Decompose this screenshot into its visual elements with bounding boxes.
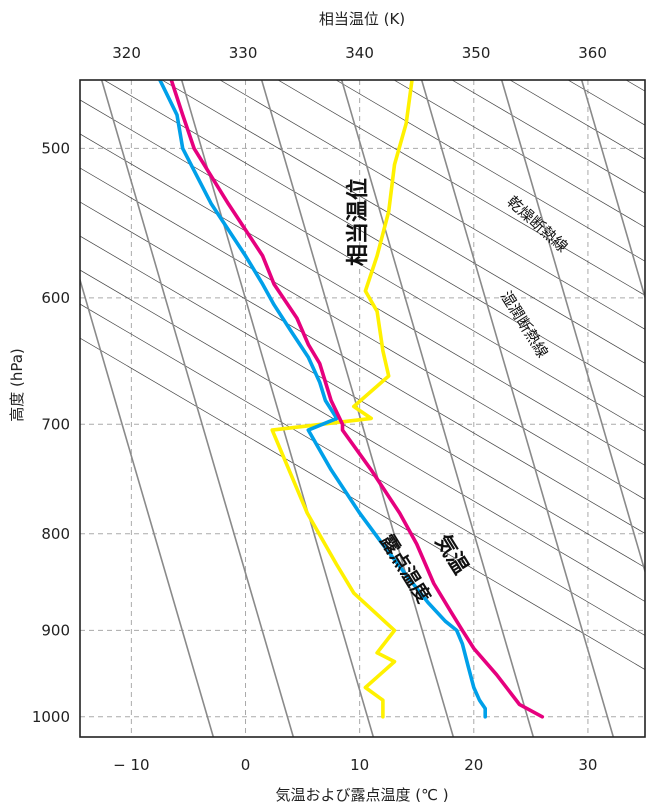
dry-adiabat-line-10 bbox=[219, 80, 645, 330]
plot-frame bbox=[79, 79, 646, 738]
moist-adiabat-line-1 bbox=[100, 80, 295, 737]
moist-adiabat-line-5 bbox=[420, 80, 615, 737]
x-bottom-tick-label-2: 10 bbox=[350, 756, 369, 774]
series-line-0 bbox=[169, 80, 545, 719]
dry-adiabat-line-4 bbox=[80, 201, 645, 534]
dry-adiabat-line-7 bbox=[80, 99, 645, 432]
y-tick-label-3: 800 bbox=[41, 525, 70, 543]
y-tick-label-1: 600 bbox=[41, 289, 70, 307]
dry-adiabat-line-13 bbox=[393, 80, 645, 228]
dry-adiabat-line-5 bbox=[80, 167, 645, 500]
dry-adiabat-line-1 bbox=[80, 303, 645, 636]
x-bottom-tick-label-4: 30 bbox=[578, 756, 597, 774]
x-bottom-tick-label-1: 0 bbox=[241, 756, 251, 774]
x-top-tick-label-4: 360 bbox=[578, 44, 607, 62]
x-bottom-tick-label-0: − 10 bbox=[113, 756, 149, 774]
x-bottom-tick-label-3: 20 bbox=[464, 756, 483, 774]
y-tick-label-5: 1000 bbox=[32, 708, 70, 726]
moist-adiabat-line-7 bbox=[580, 80, 645, 300]
x-top-tick-label-2: 340 bbox=[345, 44, 374, 62]
series-lines bbox=[158, 80, 545, 719]
dry-adiabat-line-2 bbox=[80, 269, 645, 602]
dry-adiabat-line-11 bbox=[277, 80, 645, 296]
adiabat-lines bbox=[80, 80, 645, 737]
dry-adiabat-line-0 bbox=[80, 337, 645, 670]
y-axis-title: 高度 (hPa) bbox=[8, 348, 26, 422]
moist-adiabat-line-6 bbox=[500, 80, 645, 575]
moist-adiabat-line-0 bbox=[80, 277, 215, 737]
y-tick-label-0: 500 bbox=[41, 139, 70, 157]
dry-adiabat-line-9 bbox=[161, 80, 645, 364]
dry-adiabat-line-14 bbox=[451, 80, 645, 194]
moist-adiabat-line-2 bbox=[180, 80, 375, 737]
x-top-tick-label-0: 320 bbox=[112, 44, 141, 62]
dry-adiabat-line-3 bbox=[80, 235, 645, 568]
x-top-tick-label-1: 330 bbox=[229, 44, 258, 62]
annotation-equivalent-potential-temperature: 相当温位 bbox=[345, 178, 371, 266]
dry-adiabat-line-6 bbox=[80, 133, 645, 466]
grid bbox=[80, 80, 645, 737]
series-line-2 bbox=[270, 80, 414, 719]
dry-adiabat-line-12 bbox=[335, 80, 645, 262]
tick-labels: − 10 0 10 20 30 320 330 340 350 360 500 600 700 800 90… bbox=[32, 44, 607, 774]
y-tick-label-4: 900 bbox=[41, 621, 70, 639]
y-tick-label-2: 700 bbox=[41, 415, 70, 433]
bottom-axis-title: 気温および露点温度 (℃ ) bbox=[275, 786, 448, 804]
moist-adiabat-line-4 bbox=[340, 80, 535, 737]
series-line-1 bbox=[158, 80, 488, 719]
x-top-tick-label-3: 350 bbox=[462, 44, 491, 62]
dry-adiabat-line-8 bbox=[103, 80, 645, 398]
top-axis-title: 相当温位 (K) bbox=[319, 10, 405, 28]
